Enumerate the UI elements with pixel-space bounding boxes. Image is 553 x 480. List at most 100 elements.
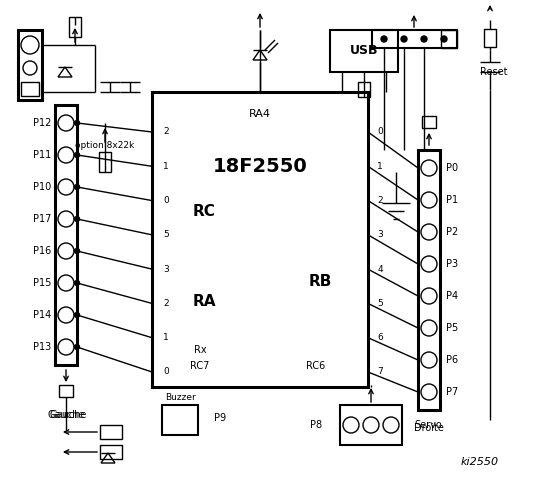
Circle shape [75, 249, 80, 253]
Text: P14: P14 [33, 310, 51, 320]
Circle shape [421, 288, 437, 304]
Circle shape [421, 384, 437, 400]
Text: 7: 7 [377, 368, 383, 376]
Text: P15: P15 [33, 278, 51, 288]
Bar [372, 30, 457, 48]
Text: P2: P2 [446, 227, 458, 237]
Bar [152, 92, 368, 387]
Text: P10: P10 [33, 182, 51, 192]
Text: 1: 1 [163, 333, 169, 342]
Text: Buzzer: Buzzer [165, 393, 195, 401]
Circle shape [421, 160, 437, 176]
Text: P0: P0 [446, 163, 458, 173]
Circle shape [401, 36, 407, 42]
Text: 2: 2 [163, 299, 169, 308]
Text: P7: P7 [446, 387, 458, 397]
Text: P11: P11 [33, 150, 51, 160]
Bar [99, 152, 111, 172]
Text: Reset: Reset [480, 67, 508, 77]
Text: P8: P8 [310, 420, 322, 430]
Circle shape [421, 192, 437, 208]
Text: Servo: Servo [414, 420, 442, 430]
Text: RB: RB [309, 275, 332, 289]
Text: P4: P4 [446, 291, 458, 301]
Circle shape [58, 339, 74, 355]
Circle shape [363, 417, 379, 433]
Bar [18, 30, 42, 100]
Bar [59, 385, 73, 397]
Bar [100, 445, 122, 459]
Text: 6: 6 [377, 333, 383, 342]
Bar [69, 17, 81, 37]
Text: 2: 2 [163, 128, 169, 136]
Text: P9: P9 [214, 413, 226, 423]
Text: P13: P13 [33, 342, 51, 352]
Circle shape [75, 216, 80, 221]
Circle shape [58, 307, 74, 323]
Circle shape [58, 243, 74, 259]
Text: 1: 1 [163, 162, 169, 171]
Circle shape [75, 312, 80, 317]
Circle shape [421, 224, 437, 240]
Circle shape [75, 184, 80, 190]
Text: 5: 5 [163, 230, 169, 240]
Circle shape [441, 36, 447, 42]
Circle shape [58, 179, 74, 195]
Circle shape [58, 147, 74, 163]
Text: Gauche: Gauche [49, 410, 87, 420]
Text: 3: 3 [377, 230, 383, 240]
Text: 5: 5 [377, 299, 383, 308]
Circle shape [75, 120, 80, 125]
Text: 3: 3 [163, 264, 169, 274]
Circle shape [58, 275, 74, 291]
Text: 4: 4 [377, 264, 383, 274]
Text: option 8x22k: option 8x22k [75, 141, 134, 149]
Text: RC7: RC7 [190, 361, 210, 371]
Bar [100, 425, 122, 439]
Circle shape [75, 153, 80, 157]
Text: 1: 1 [377, 162, 383, 171]
Bar [340, 405, 402, 445]
Text: P12: P12 [33, 118, 51, 128]
Circle shape [75, 345, 80, 349]
Text: P3: P3 [446, 259, 458, 269]
Bar [55, 105, 77, 365]
Bar [21, 82, 39, 96]
Circle shape [421, 256, 437, 272]
Text: USB: USB [349, 45, 378, 58]
Circle shape [23, 61, 37, 75]
Text: Rx: Rx [194, 345, 206, 355]
Text: ki2550: ki2550 [461, 457, 499, 467]
Circle shape [21, 36, 39, 54]
Bar [358, 82, 370, 97]
Bar [418, 150, 440, 410]
Circle shape [421, 36, 427, 42]
Text: 18F2550: 18F2550 [212, 157, 307, 177]
Bar [441, 30, 457, 48]
Text: P16: P16 [33, 246, 51, 256]
Text: RC: RC [192, 204, 216, 219]
Text: 0: 0 [163, 196, 169, 205]
Circle shape [58, 115, 74, 131]
Bar [330, 30, 398, 72]
Bar [484, 29, 496, 47]
Circle shape [421, 320, 437, 336]
Text: 2: 2 [377, 196, 383, 205]
Text: 0: 0 [377, 128, 383, 136]
Bar [422, 116, 436, 128]
Circle shape [58, 211, 74, 227]
Circle shape [75, 280, 80, 286]
Text: RA4: RA4 [249, 109, 271, 119]
Circle shape [421, 352, 437, 368]
Text: Droite: Droite [414, 423, 444, 433]
Text: Gauche: Gauche [48, 410, 85, 420]
Text: RA: RA [192, 295, 216, 310]
Text: RC6: RC6 [306, 361, 326, 371]
Text: 0: 0 [163, 368, 169, 376]
Text: P5: P5 [446, 323, 458, 333]
Text: P6: P6 [446, 355, 458, 365]
Circle shape [381, 36, 387, 42]
Text: P1: P1 [446, 195, 458, 205]
Bar [162, 405, 198, 435]
Circle shape [383, 417, 399, 433]
